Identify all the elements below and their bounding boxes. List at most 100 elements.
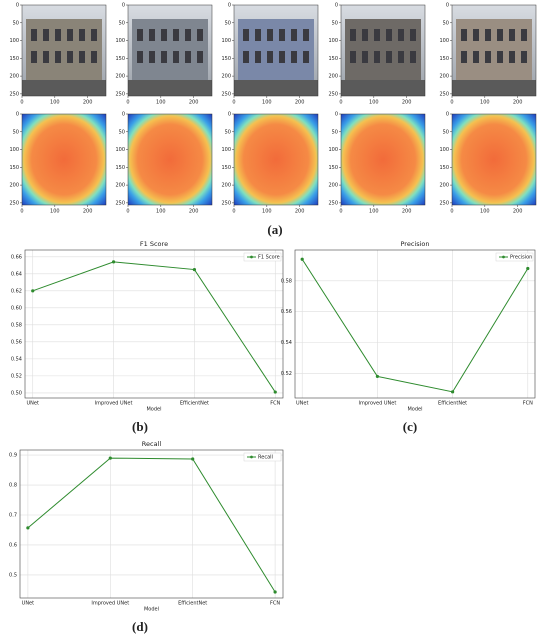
x-tick-label: 0 bbox=[20, 100, 23, 106]
y-tick-label: 200 bbox=[439, 74, 449, 80]
window bbox=[461, 51, 467, 63]
data-point bbox=[192, 267, 197, 272]
panel-frame bbox=[451, 113, 537, 206]
series-line bbox=[301, 258, 529, 393]
x-tick-label: 200 bbox=[513, 100, 523, 106]
street bbox=[128, 80, 212, 96]
y-tick-label: 200 bbox=[221, 183, 231, 189]
window bbox=[43, 29, 49, 41]
legend-box bbox=[243, 452, 282, 462]
window bbox=[31, 29, 37, 41]
y-tick-label: 0.6 bbox=[9, 542, 17, 548]
y-tick-label: 0.62 bbox=[11, 288, 22, 294]
window bbox=[386, 29, 392, 41]
y-tick-label: 200 bbox=[328, 183, 338, 189]
y-tick-label: 0.58 bbox=[281, 278, 292, 284]
legend-box bbox=[495, 252, 534, 262]
window bbox=[509, 29, 515, 41]
window bbox=[79, 51, 85, 63]
x-tick-label: 200 bbox=[513, 209, 523, 215]
x-tick-label: FCN bbox=[270, 401, 280, 407]
window bbox=[461, 29, 467, 41]
chart-title: Recall bbox=[142, 440, 162, 448]
y-tick-label: 0.56 bbox=[11, 339, 22, 345]
street bbox=[22, 80, 106, 96]
data-point bbox=[375, 374, 379, 379]
y-tick-label: 250 bbox=[115, 200, 125, 206]
plot-frame bbox=[24, 249, 284, 399]
window bbox=[173, 51, 179, 63]
panel-frame bbox=[21, 113, 107, 206]
y-tick-label: 250 bbox=[439, 91, 449, 97]
x-tick-label: 200 bbox=[189, 100, 199, 106]
legend-marker bbox=[250, 255, 253, 259]
x-tick-label: EfficientNet bbox=[180, 401, 209, 407]
window bbox=[362, 51, 368, 63]
legend-marker bbox=[250, 455, 253, 459]
panel-label: (d) bbox=[132, 619, 148, 634]
window bbox=[243, 29, 249, 41]
data-point bbox=[111, 260, 116, 264]
window bbox=[67, 51, 73, 63]
data-point bbox=[273, 590, 277, 594]
y-tick-label: 250 bbox=[439, 200, 449, 206]
heatmap bbox=[341, 114, 425, 205]
x-tick-label: FCN bbox=[523, 401, 533, 407]
data-point bbox=[191, 457, 195, 461]
legend-marker bbox=[502, 255, 505, 259]
window bbox=[137, 51, 143, 63]
window bbox=[398, 29, 404, 41]
y-tick-label: 100 bbox=[115, 38, 125, 44]
x-tick-label: 100 bbox=[156, 100, 166, 106]
panel-label: (c) bbox=[403, 419, 417, 434]
x-tick-label: UNet bbox=[27, 401, 39, 407]
x-axis-label: Model bbox=[146, 407, 161, 413]
building bbox=[456, 19, 532, 80]
y-tick-label: 0.52 bbox=[281, 371, 292, 377]
window bbox=[279, 29, 285, 41]
x-tick-label: 0 bbox=[232, 209, 235, 215]
y-tick-label: 100 bbox=[221, 147, 231, 153]
window bbox=[410, 51, 416, 63]
building bbox=[238, 19, 314, 80]
x-axis-label: Model bbox=[407, 407, 422, 413]
x-tick-label: 100 bbox=[156, 209, 166, 215]
x-tick-label: 200 bbox=[189, 209, 199, 215]
y-tick-label: 200 bbox=[439, 183, 449, 189]
window bbox=[485, 51, 491, 63]
heatmap bbox=[234, 114, 318, 205]
panel-frame bbox=[340, 4, 426, 97]
y-tick-label: 50 bbox=[225, 20, 231, 26]
window bbox=[91, 29, 97, 41]
window bbox=[161, 51, 167, 63]
y-tick-label: 50 bbox=[443, 20, 449, 26]
y-tick-label: 50 bbox=[332, 129, 338, 135]
y-tick-label: 250 bbox=[221, 200, 231, 206]
x-tick-label: 100 bbox=[262, 100, 272, 106]
y-tick-label: 0.5 bbox=[9, 572, 17, 578]
y-tick-label: 100 bbox=[328, 147, 338, 153]
x-tick-label: 200 bbox=[295, 100, 305, 106]
data-point bbox=[300, 257, 304, 261]
x-tick-label: 200 bbox=[402, 100, 412, 106]
legend-label: Precision bbox=[510, 255, 532, 261]
heatmap bbox=[128, 114, 212, 205]
window bbox=[279, 51, 285, 63]
street bbox=[234, 80, 318, 96]
panel-frame bbox=[127, 113, 213, 206]
y-tick-label: 0.52 bbox=[11, 373, 22, 379]
window bbox=[410, 29, 416, 41]
y-tick-label: 0.7 bbox=[9, 513, 17, 519]
street bbox=[452, 80, 536, 96]
y-tick-label: 0 bbox=[335, 112, 338, 118]
window bbox=[521, 51, 527, 63]
x-tick-label: FCN bbox=[270, 601, 280, 607]
chart-title: Precision bbox=[400, 240, 429, 248]
y-tick-label: 250 bbox=[9, 200, 19, 206]
series-line bbox=[27, 457, 276, 593]
x-tick-label: 200 bbox=[83, 100, 93, 106]
window bbox=[521, 29, 527, 41]
y-tick-label: 200 bbox=[328, 74, 338, 80]
data-point bbox=[273, 390, 277, 394]
